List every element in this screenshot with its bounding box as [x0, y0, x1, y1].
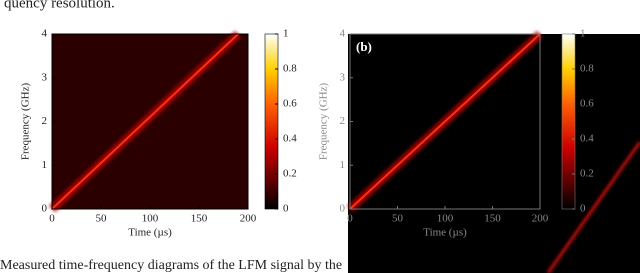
x-tick-label: 100: [142, 213, 159, 225]
colorbar: [264, 33, 279, 210]
colorbar-tick-label: 0.2: [580, 168, 594, 180]
colorbar-tick-label: 0.8: [283, 63, 297, 75]
ridge: [349, 33, 541, 210]
x-axis-label: Time (µs): [128, 227, 172, 239]
x-tick-label: 200: [532, 213, 549, 225]
y-tick-label: 0: [340, 203, 346, 215]
colorbar: [561, 33, 576, 210]
y-tick-label: 3: [42, 71, 48, 83]
x-tick-label: 50: [392, 213, 404, 225]
colorbar-tick-label: 0.8: [580, 63, 594, 75]
x-tick-label: 100: [437, 213, 454, 225]
x-tick-label: 200: [240, 213, 257, 225]
x-tick-label: 150: [191, 213, 208, 225]
y-axis-label: Frequency (GHz): [20, 83, 32, 161]
colorbar-tick-label: 0.6: [580, 98, 594, 110]
overflow-ridge: [546, 141, 640, 273]
x-tick-label: 0: [49, 213, 55, 225]
header-fragment: quency resolution.: [4, 0, 115, 11]
colorbar-tick-label: 1: [283, 28, 289, 40]
caption-fragment: Measured time-frequency diagrams of the …: [0, 258, 342, 273]
colorbar-tick-label: 0.6: [283, 98, 297, 110]
panel-label: (b): [356, 39, 372, 54]
ridge: [51, 33, 239, 210]
x-tick-label: 0: [347, 213, 353, 225]
colorbar-tick-label: 0.4: [580, 133, 594, 145]
colorbar-tick-label: 0.4: [283, 133, 297, 145]
y-tick-label: 1: [340, 159, 346, 171]
y-tick-label: 4: [42, 28, 48, 40]
x-tick-label: 50: [96, 213, 108, 225]
y-tick-label: 1: [42, 159, 48, 171]
y-tick-label: 2: [42, 115, 48, 127]
y-tick-label: 0: [42, 203, 48, 215]
colorbar-tick-label: 0.2: [283, 168, 297, 180]
x-axis-label: Time (µs): [423, 227, 467, 239]
y-tick-label: 3: [340, 71, 346, 83]
colorbar-tick-label: 1: [580, 28, 586, 40]
colorbar-tick-label: 0: [283, 203, 289, 215]
y-tick-label: 4: [340, 28, 346, 40]
colorbar-tick-label: 0: [580, 203, 586, 215]
x-tick-label: 150: [484, 213, 501, 225]
y-tick-label: 2: [340, 115, 346, 127]
y-axis-label: Frequency (GHz): [318, 83, 330, 161]
